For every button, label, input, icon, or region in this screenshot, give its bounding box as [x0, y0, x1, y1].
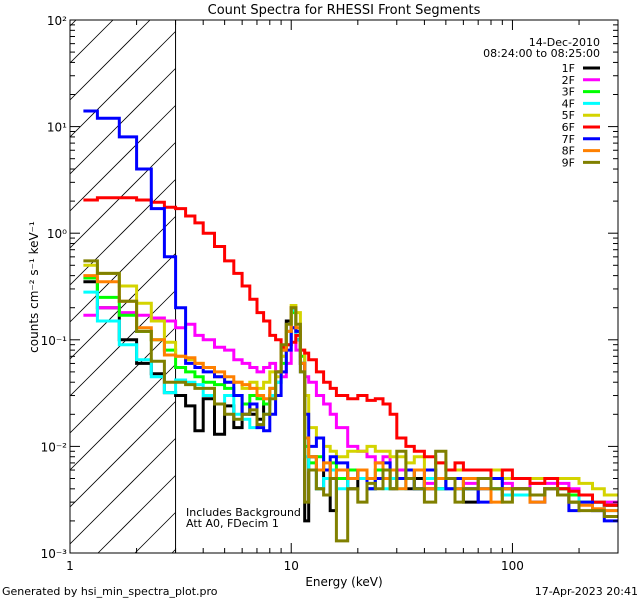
y-tick-label: 10⁻¹	[41, 334, 68, 348]
y-tick-labels: 10⁻³ 10⁻² 10⁻¹ 10⁰ 10¹ 10²	[41, 14, 68, 561]
hatch-line	[70, 327, 176, 434]
hatch-line	[70, 253, 176, 360]
hatch-line	[70, 68, 176, 175]
y-axis-label: counts cm⁻² s⁻¹ keV⁻¹	[27, 221, 41, 353]
hatch-line	[70, 20, 151, 101]
plot-frame	[69, 19, 619, 554]
y-tick-label: 10⁻³	[41, 547, 68, 561]
x-tick-label: 10	[284, 559, 299, 573]
legend-label: 9F	[562, 156, 575, 169]
y-tick-label: 10¹	[47, 121, 67, 135]
legend-label: 8F	[562, 145, 575, 158]
y-tick-label: 10⁰	[47, 227, 67, 241]
legend-label: 7F	[562, 133, 575, 146]
hatch-line	[70, 31, 176, 138]
date-label: 14-Dec-2010	[529, 36, 600, 49]
legend-label: 5F	[562, 109, 575, 122]
hatch-line	[97, 475, 176, 553]
series-group	[83, 109, 618, 543]
hatch-line	[70, 105, 176, 212]
axis-ticks	[69, 19, 619, 554]
hatch-line	[70, 401, 176, 508]
hatch-line	[70, 438, 176, 545]
hatch-line	[70, 20, 114, 64]
chart-title: Count Spectra for RHESSI Front Segments	[208, 3, 481, 18]
time-range-label: 08:24:00 to 08:25:00	[483, 47, 600, 60]
annotation-attenuator: Att A0, FDecim 1	[186, 517, 279, 530]
x-tick-label: 1	[66, 559, 74, 573]
x-axis-label: Energy (keV)	[305, 575, 382, 589]
hatch-line	[171, 549, 176, 553]
background-hatched-region	[70, 20, 176, 553]
footer-timestamp: 17-Apr-2023 20:41	[535, 585, 638, 598]
y-tick-label: 10⁻²	[41, 440, 68, 454]
x-tick-labels: 1 10 100	[66, 559, 524, 573]
hatch-line	[134, 512, 176, 553]
hatch-line	[70, 142, 176, 249]
hatch-line	[70, 179, 176, 286]
x-tick-label: 100	[501, 559, 524, 573]
hatch-line	[70, 216, 176, 323]
legend-label: 3F	[562, 86, 575, 99]
series-9f-line	[83, 259, 618, 543]
y-tick-label: 10²	[47, 14, 67, 28]
legend-label: 4F	[562, 97, 575, 110]
hatch-line	[70, 364, 176, 471]
series-7f-line	[83, 109, 618, 523]
legend-label: 1F	[562, 62, 575, 75]
series-8f-line	[83, 274, 618, 513]
footer-generated-by: Generated by hsi_min_spectra_plot.pro	[2, 585, 218, 598]
legend-label: 6F	[562, 121, 575, 134]
annotation-background: Includes Background	[186, 506, 301, 519]
legend-label: 2F	[562, 74, 575, 87]
